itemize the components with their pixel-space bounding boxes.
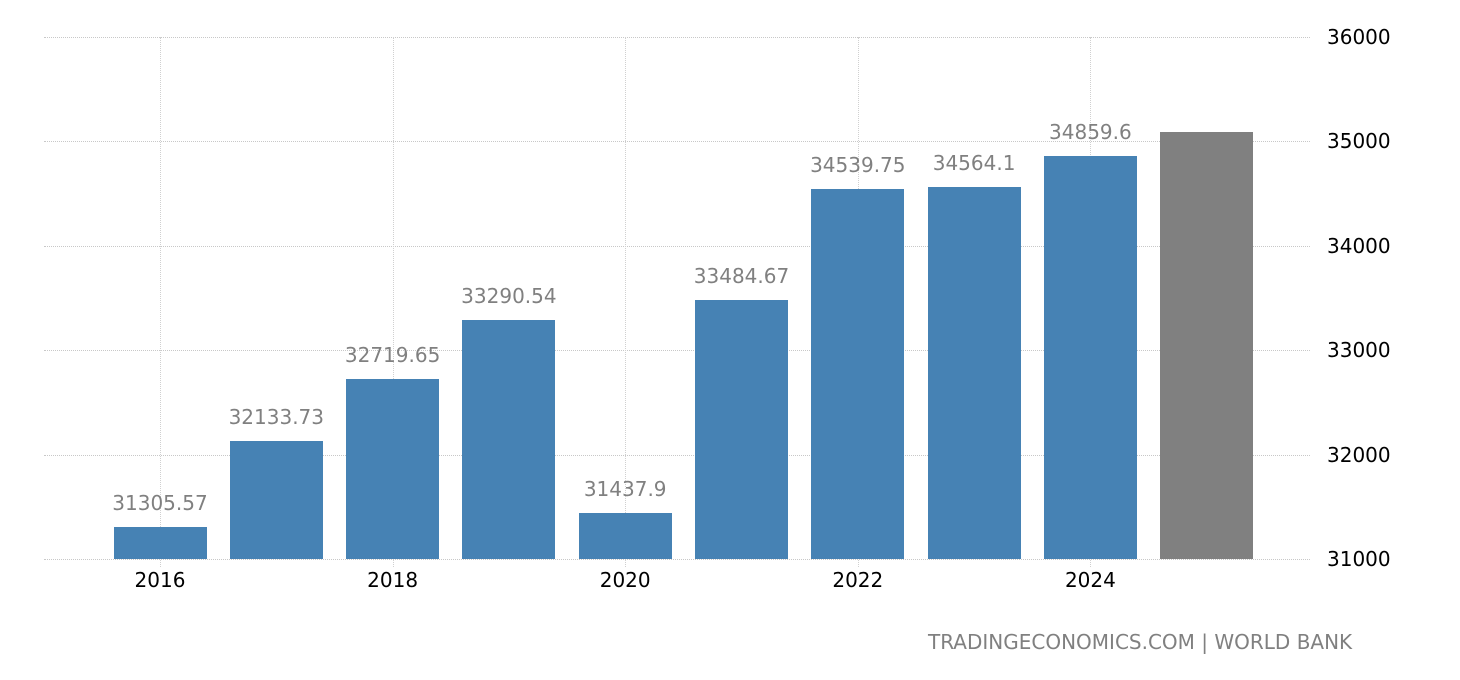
gridline-h <box>44 454 1310 456</box>
data-label: 31305.57 <box>112 491 208 516</box>
source-attribution: TRADINGECONOMICS.COM | WORLD BANK <box>928 630 1353 654</box>
y-tick-label: 31000 <box>1327 547 1391 571</box>
data-label: 32719.65 <box>344 343 441 368</box>
gridline-h <box>44 245 1310 247</box>
bar-2016 <box>113 527 207 559</box>
x-tick-label: 2022 <box>832 568 884 592</box>
y-tick-label: 34000 <box>1327 233 1391 258</box>
data-label: 33484.67 <box>693 263 790 288</box>
data-label: 33290.54 <box>461 283 557 308</box>
y-tick-label: 33000 <box>1327 338 1391 363</box>
x-tick-label: 2020 <box>599 568 651 592</box>
y-tick-label: 36000 <box>1327 25 1391 49</box>
x-tick-label: 2018 <box>367 568 419 592</box>
data-label: 31437.9 <box>583 477 667 502</box>
y-tick-label: 32000 <box>1327 442 1391 467</box>
gridline-h <box>44 559 1310 560</box>
bar-2017 <box>229 440 323 559</box>
data-label: 32133.73 <box>228 404 325 429</box>
y-tick-label: 35000 <box>1327 129 1391 154</box>
x-tick-label: 2024 <box>1064 568 1116 592</box>
gridline-h <box>44 37 1310 38</box>
gridline-v <box>160 37 161 567</box>
bar-2024 <box>1043 156 1137 559</box>
bar-2019 <box>462 319 556 559</box>
data-label: 34564.1 <box>932 150 1016 175</box>
bar-2025 <box>1160 132 1254 559</box>
gridline-h <box>44 141 1310 143</box>
gridline-h <box>44 350 1310 352</box>
bar-2022 <box>811 189 905 559</box>
bar-2018 <box>346 379 440 559</box>
data-label: 34539.75 <box>810 153 906 178</box>
bar-2021 <box>695 299 788 559</box>
data-label: 34859.6 <box>1049 120 1132 145</box>
x-tick-label: 2016 <box>134 568 186 592</box>
gridline-v <box>392 37 394 567</box>
bar-2020 <box>578 513 672 559</box>
gridline-v <box>625 37 627 567</box>
bar-2023 <box>927 186 1021 559</box>
